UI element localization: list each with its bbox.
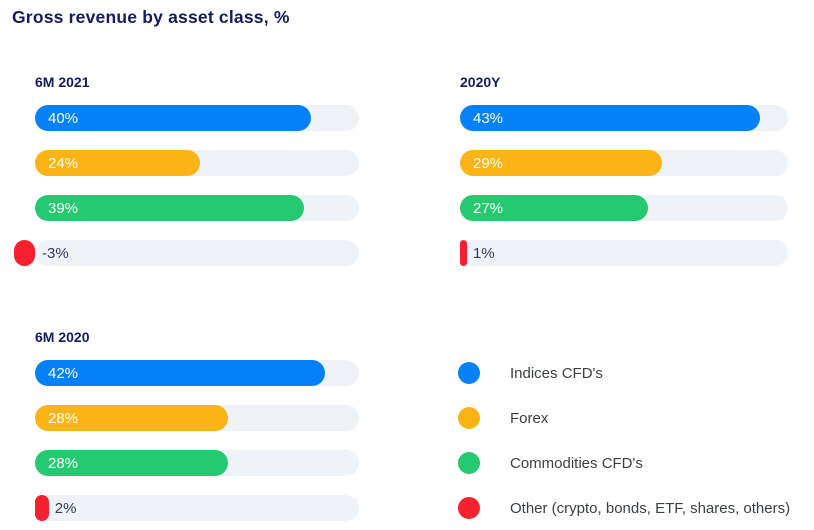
legend-label: Forex	[510, 409, 549, 427]
panel-heading: 6M 2021	[35, 74, 90, 90]
panel-2020y: 2020Y 43% 29% 27% 1%	[460, 73, 788, 285]
chart-title: Gross revenue by asset class, %	[12, 7, 290, 27]
circle-swatch-icon	[458, 497, 480, 519]
panel-heading: 2020Y	[460, 74, 501, 90]
bar-fill	[35, 405, 229, 431]
legend-item: Commodities CFD's	[458, 450, 790, 476]
bar-fill	[35, 450, 229, 476]
bar-fill	[35, 495, 49, 521]
bar-track: 29%	[460, 150, 788, 176]
legend-label: Indices CFD's	[510, 364, 603, 382]
bar-value-label: 43%	[473, 110, 504, 127]
bar-value-label: 28%	[48, 410, 79, 427]
bar-fill	[35, 150, 201, 176]
bar-value-label: 28%	[48, 455, 79, 472]
legend-item: Forex	[458, 405, 790, 431]
bar-track: 2%	[35, 495, 359, 521]
bar-track: 27%	[460, 195, 788, 221]
legend: Indices CFD's Forex Commodities CFD's Other…	[458, 360, 790, 530]
bar-value-label: 24%	[48, 155, 79, 172]
panel-6m-2021: 6M 2021 40% 24% 39% -3%	[14, 73, 359, 285]
bar-fill	[460, 105, 761, 131]
bar-value-label: 27%	[473, 200, 504, 217]
panel-6m-2020: 6M 2020 42% 28% 28% 2%	[35, 328, 359, 530]
panel-bars: 40% 24% 39% -3%	[14, 105, 359, 266]
bar-track: 42%	[35, 360, 359, 386]
bar-value-label: 29%	[473, 155, 504, 172]
circle-swatch-icon	[458, 362, 480, 384]
bar-value-label: 40%	[48, 110, 79, 127]
panel-heading: 6M 2020	[35, 329, 90, 345]
bar-value-label: 2%	[54, 500, 77, 517]
bar-track: -3%	[14, 240, 359, 266]
bar-track: 24%	[35, 150, 359, 176]
circle-swatch-icon	[458, 407, 480, 429]
bar-fill	[35, 195, 304, 221]
circle-swatch-icon	[458, 452, 480, 474]
bar-track: 43%	[460, 105, 788, 131]
bar-value-label: -3%	[42, 245, 69, 262]
bar-value-label: 42%	[48, 365, 79, 382]
bar-value-label: 1%	[472, 245, 495, 262]
legend-item: Indices CFD's	[458, 360, 790, 386]
legend-item: Other (crypto, bonds, ETF, shares, other…	[458, 495, 790, 521]
bar-fill	[14, 240, 35, 266]
bar-track: 39%	[35, 195, 359, 221]
bar-track: 1%	[460, 240, 788, 266]
bar-track: 28%	[35, 405, 359, 431]
panel-bars: 43% 29% 27% 1%	[460, 105, 788, 266]
bar-track: 40%	[35, 105, 359, 131]
bar-fill	[35, 360, 325, 386]
bar-fill	[460, 240, 467, 266]
bar-fill	[35, 105, 311, 131]
legend-label: Commodities CFD's	[510, 454, 643, 472]
legend-label: Other (crypto, bonds, ETF, shares, other…	[510, 499, 791, 517]
bar-track: 28%	[35, 450, 359, 476]
bar-value-label: 39%	[48, 200, 79, 217]
bar-fill	[460, 150, 663, 176]
bar-fill	[460, 195, 649, 221]
panel-bars: 42% 28% 28% 2%	[35, 360, 359, 521]
